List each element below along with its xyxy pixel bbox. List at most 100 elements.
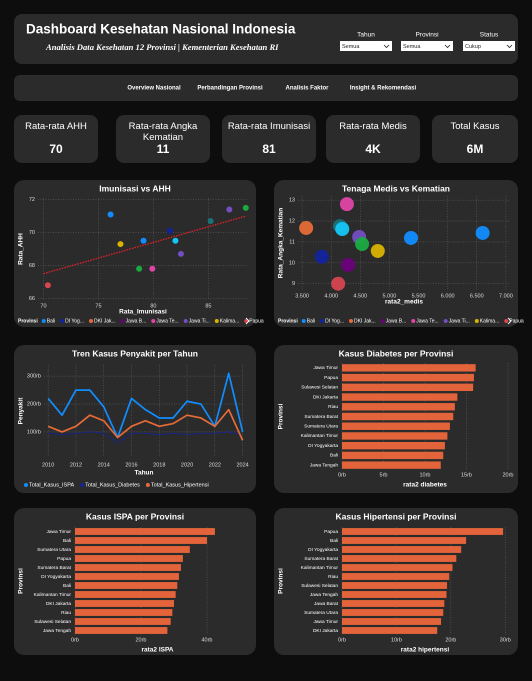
legend-swatch bbox=[244, 319, 249, 323]
legend-label: Kalima... bbox=[220, 318, 239, 324]
category-label: Kalimantan Timur bbox=[34, 592, 72, 598]
nav-button[interactable]: Overview Nasional bbox=[127, 86, 181, 92]
x-tick-label: 2012 bbox=[70, 462, 82, 468]
bar bbox=[75, 573, 179, 580]
bar bbox=[75, 582, 178, 589]
chart-title: Kasus Hipertensi per Provinsi bbox=[336, 511, 457, 521]
y-axis-title: Penyakit bbox=[18, 397, 25, 425]
kpi-card: Rata-rata Medis 4K bbox=[326, 115, 420, 163]
x-tick-label: 2014 bbox=[98, 462, 110, 468]
chart-panel bbox=[14, 180, 256, 327]
scatter-point bbox=[226, 206, 233, 213]
bar bbox=[342, 546, 462, 553]
filter-value: Semua bbox=[403, 44, 421, 50]
bar bbox=[342, 393, 458, 401]
y-axis-title: Provinsi bbox=[278, 568, 285, 594]
filter-dropdown[interactable] bbox=[463, 41, 515, 51]
filter-dropdown[interactable] bbox=[401, 41, 453, 51]
x-tick-label: 10rb bbox=[419, 472, 430, 478]
y-tick-label: 70 bbox=[29, 230, 35, 236]
y-tick-label: 66 bbox=[29, 296, 35, 302]
x-tick-label: 2020 bbox=[181, 462, 193, 468]
category-label: DKI Jakarta bbox=[46, 601, 71, 607]
legend-swatch bbox=[214, 319, 219, 323]
legend-swatch bbox=[301, 319, 306, 323]
legend-label: Bali bbox=[307, 318, 315, 324]
x-tick-label: 6.000 bbox=[441, 293, 455, 299]
bar bbox=[75, 555, 183, 562]
x-axis-title: rata2_medis bbox=[385, 299, 423, 306]
legend-label: Kalima... bbox=[480, 318, 499, 324]
x-tick-label: 0rb bbox=[71, 637, 79, 643]
legend-swatch bbox=[443, 319, 448, 323]
dropdown-caret bbox=[383, 44, 390, 49]
category-label: Kalimantan Timur bbox=[301, 565, 339, 571]
x-axis-title: Rata_Imunisasi bbox=[119, 309, 167, 316]
dropdown-caret bbox=[444, 44, 451, 49]
legend-label: Jawa Ti... bbox=[449, 318, 470, 324]
category-label: Sulawesi Selatan bbox=[301, 583, 338, 589]
bar bbox=[342, 582, 448, 589]
x-tick-label: 2018 bbox=[153, 462, 165, 468]
legend-label: DKI Jak... bbox=[94, 318, 116, 324]
legend-swatch bbox=[151, 319, 156, 323]
chart-panel bbox=[274, 180, 518, 327]
y-axis-title: Provinsi bbox=[18, 568, 25, 594]
filter-dropdown[interactable] bbox=[340, 41, 392, 51]
legend-label: Total_Kasus_Hipertensi bbox=[151, 482, 209, 488]
category-label: DKI Jakarta bbox=[313, 628, 338, 634]
line-series bbox=[47, 372, 244, 439]
x-tick-label: 0rb bbox=[338, 472, 346, 478]
y-axis-title: Rata_Angka_Kematian bbox=[278, 208, 285, 278]
scatter-point bbox=[166, 227, 173, 234]
x-tick-label: 3.500 bbox=[295, 293, 309, 299]
kpi-label: Rata-rata Imunisasi bbox=[227, 121, 311, 132]
legend-title: Provinsi bbox=[18, 318, 38, 324]
kpi-value: 81 bbox=[262, 142, 276, 156]
kpi-value: 6M bbox=[466, 142, 484, 156]
bar bbox=[342, 555, 457, 562]
bar bbox=[342, 573, 450, 580]
y-axis-title: Rata_AHH bbox=[18, 233, 25, 265]
legend-label: DKI Jak... bbox=[354, 318, 376, 324]
legend-scroll[interactable] bbox=[245, 317, 250, 325]
bar bbox=[75, 564, 181, 571]
scatter-point bbox=[140, 237, 147, 244]
nav-button[interactable]: Analisis Faktor bbox=[285, 86, 329, 92]
category-label: Papua bbox=[57, 556, 71, 562]
x-tick-label: 2024 bbox=[236, 462, 248, 468]
legend-swatch bbox=[88, 319, 93, 323]
line-series bbox=[47, 408, 244, 441]
filter-label: Status bbox=[480, 32, 499, 39]
bar bbox=[342, 528, 504, 535]
legend-label: DI Yog... bbox=[65, 318, 84, 324]
category-label: Jawa Timur bbox=[313, 365, 338, 371]
chart-title: Kasus Diabetes per Provinsi bbox=[339, 348, 454, 358]
x-tick-label: 30rb bbox=[500, 637, 511, 643]
nav-button[interactable]: Perbandingan Provinsi bbox=[197, 86, 263, 92]
category-label: Riau bbox=[61, 610, 71, 616]
category-label: Sumatera Barat bbox=[304, 414, 338, 420]
kpi-value: 11 bbox=[156, 142, 170, 156]
scatter-point bbox=[370, 243, 385, 258]
x-tick-label: 5rb bbox=[380, 472, 388, 478]
x-tick-label: 10rb bbox=[391, 637, 402, 643]
legend-label: Bali bbox=[47, 318, 55, 324]
category-label: DI Yogyakarta bbox=[41, 574, 71, 580]
header-panel bbox=[14, 14, 518, 64]
nav-button[interactable]: Insight & Rekomendasi bbox=[350, 86, 417, 92]
y-tick-label: 9 bbox=[292, 281, 295, 287]
legend-swatch bbox=[24, 483, 28, 487]
scatter-point bbox=[341, 257, 356, 272]
chart-title: Kasus ISPA per Provinsi bbox=[86, 511, 184, 521]
y-tick-label: 13 bbox=[289, 198, 295, 204]
category-label: Sumatera Utara bbox=[304, 423, 338, 429]
category-label: Bali bbox=[330, 453, 338, 459]
scatter-point bbox=[403, 230, 418, 245]
x-tick-label: 40rb bbox=[201, 637, 212, 643]
legend-label: Jawa B... bbox=[386, 318, 407, 324]
category-label: Bali bbox=[63, 538, 71, 544]
category-label: DI Yogyakarta bbox=[308, 443, 338, 449]
legend-scroll[interactable] bbox=[507, 317, 512, 325]
